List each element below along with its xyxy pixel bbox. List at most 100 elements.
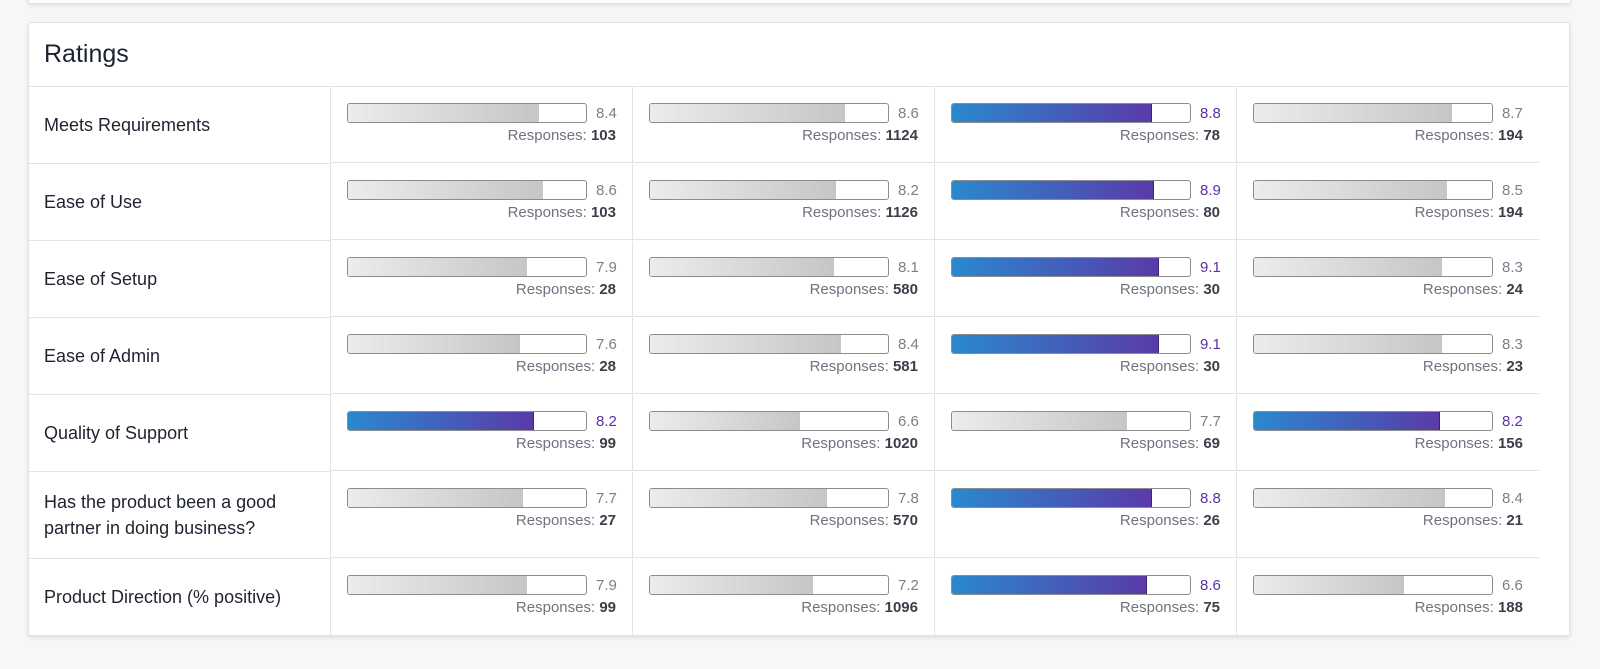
score-bar [1253,488,1493,508]
score-bar-fill [952,258,1159,276]
score-cell: 7.7 Responses: 69 [935,395,1237,471]
score-bar-line: 7.8 [649,486,919,510]
score-cell: 8.8 Responses: 78 [935,87,1237,163]
responses-count: Responses: 80 [951,202,1220,224]
responses-label: Responses: [1414,204,1498,221]
responses-number: 103 [590,127,616,144]
score-bar-line: 8.3 [1253,255,1523,279]
card-header: Ratings [29,23,1569,87]
responses-number: 28 [599,358,616,375]
responses-count: Responses: 570 [649,510,918,532]
responses-label: Responses: [515,599,600,616]
responses-label: Responses: [809,358,893,375]
score-bar-line: 8.2 [1253,409,1523,433]
score-bar [649,575,889,595]
responses-number: 23 [1506,358,1523,375]
score-value: 8.7 [1502,104,1523,122]
score-bar [1253,334,1493,354]
responses-number: 80 [1203,204,1220,221]
responses-number: 188 [1497,599,1523,616]
score-bar-fill [952,335,1159,353]
score-bar-fill [1254,412,1441,430]
score-bar-fill [348,576,528,594]
score-cell: 7.6 Responses: 28 [331,318,633,394]
score-value: 8.2 [1502,412,1523,430]
responses-number: 194 [1497,127,1523,144]
responses-count: Responses: 188 [1253,597,1523,619]
score-bar-fill [1254,181,1448,199]
score-bar-line: 8.2 [347,409,617,433]
score-cell: 8.5 Responses: 194 [1237,164,1539,240]
responses-number: 194 [1497,204,1523,221]
responses-label: Responses: [1422,281,1507,298]
score-bar-line: 8.2 [649,178,919,202]
responses-count: Responses: 28 [347,356,616,378]
responses-number: 99 [599,599,616,616]
score-cell: 8.1 Responses: 580 [633,241,935,317]
responses-number: 30 [1203,281,1220,298]
score-bar [649,488,889,508]
responses-number: 570 [892,512,918,529]
score-cell: 8.6 Responses: 75 [935,559,1237,635]
score-bar-line: 7.9 [347,255,617,279]
rating-label: Ease of Use [29,164,331,241]
responses-number: 75 [1203,599,1220,616]
score-bar-fill [952,104,1152,122]
score-cell: 6.6 Responses: 1020 [633,395,935,471]
responses-count: Responses: 26 [951,510,1220,532]
score-bar-fill [1254,576,1404,594]
score-bar-line: 8.8 [951,101,1221,125]
responses-number: 580 [892,281,918,298]
score-bar-line: 7.7 [951,409,1221,433]
responses-label: Responses: [507,127,591,144]
score-bar [649,257,889,277]
score-bar-line: 8.8 [951,486,1221,510]
score-bar-line: 8.3 [1253,332,1523,356]
score-bar-fill [650,258,834,276]
score-bar-line: 8.1 [649,255,919,279]
score-bar-line: 8.6 [347,178,617,202]
responses-number: 69 [1203,435,1220,452]
score-bar [347,103,587,123]
score-bar-highlighted [347,411,587,431]
responses-label: Responses: [809,512,893,529]
score-bar-fill [650,335,841,353]
score-bar [347,180,587,200]
score-bar-highlighted [1253,411,1493,431]
responses-label: Responses: [801,435,885,452]
responses-label: Responses: [1119,281,1204,298]
ratings-card: Ratings Meets Requirements 8.4 Responses: … [28,22,1570,636]
responses-label: Responses: [1422,358,1507,375]
score-cell: 8.9 Responses: 80 [935,164,1237,240]
rating-label: Ease of Setup [29,241,331,318]
score-bar-fill [650,489,828,507]
responses-label: Responses: [1422,512,1507,529]
responses-count: Responses: 1124 [649,125,918,147]
responses-number: 1126 [885,204,918,221]
score-cell: 8.7 Responses: 194 [1237,87,1539,163]
score-cell: 8.2 Responses: 99 [331,395,633,471]
responses-count: Responses: 99 [347,433,616,455]
score-bar-line: 8.4 [347,101,617,125]
score-bar-line: 7.2 [649,573,919,597]
responses-count: Responses: 27 [347,510,616,532]
score-bar [951,411,1191,431]
score-bar [649,103,889,123]
score-bar-highlighted [951,575,1191,595]
score-bar-fill [952,412,1127,430]
responses-number: 26 [1203,512,1220,529]
responses-count: Responses: 194 [1253,125,1523,147]
score-value: 9.1 [1200,258,1221,276]
score-bar [1253,257,1493,277]
responses-label: Responses: [1119,435,1204,452]
score-bar [649,411,889,431]
responses-label: Responses: [1119,204,1204,221]
score-value: 8.4 [1502,489,1523,507]
responses-label: Responses: [1414,127,1498,144]
score-value: 8.4 [596,104,617,122]
rating-label: Ease of Admin [29,318,331,395]
score-bar [347,334,587,354]
score-value: 8.2 [596,412,617,430]
responses-label: Responses: [515,281,600,298]
score-value: 6.6 [898,412,919,430]
